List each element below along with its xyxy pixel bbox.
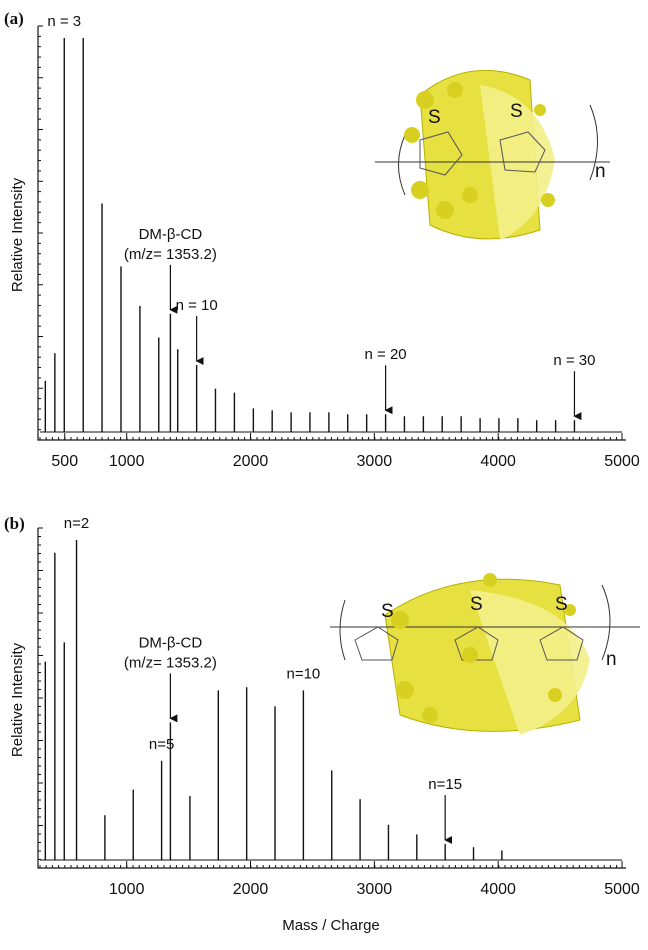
atom-label: S bbox=[428, 107, 441, 128]
axes bbox=[37, 26, 626, 441]
x-tick-label: 1000 bbox=[109, 881, 145, 898]
annotation: (m/z= 1353.2) bbox=[124, 246, 217, 263]
annotation: DM-β-CD bbox=[139, 226, 203, 243]
atom-label: S bbox=[470, 594, 483, 615]
structure-b: S S S n bbox=[330, 573, 640, 735]
repeat-label: n bbox=[595, 161, 606, 182]
x-tick-label: 1000 bbox=[109, 453, 145, 470]
atom-label: S bbox=[381, 601, 394, 622]
x-tick-label: 500 bbox=[51, 453, 78, 470]
annotation: n = 10 bbox=[176, 297, 218, 314]
atom-label: S bbox=[555, 594, 568, 615]
annotation: n = 30 bbox=[553, 352, 595, 369]
x-tick-label: 5000 bbox=[604, 453, 640, 470]
annotation: n=15 bbox=[428, 776, 462, 793]
x-tick-label: 2000 bbox=[233, 453, 269, 470]
panel-label: (b) bbox=[4, 514, 25, 533]
x-tick-label: 2000 bbox=[233, 881, 269, 898]
annotation: DM-β-CD bbox=[139, 634, 203, 651]
x-axis-label: Mass / Charge bbox=[282, 917, 380, 934]
panel-label: (a) bbox=[4, 9, 24, 28]
x-tick-label: 4000 bbox=[480, 881, 516, 898]
annotation: (m/z= 1353.2) bbox=[124, 654, 217, 671]
x-tick-label: 4000 bbox=[480, 453, 516, 470]
annotation: n=5 bbox=[149, 736, 174, 753]
y-axis-label: Relative Intensity bbox=[9, 642, 26, 757]
x-tick-label: 3000 bbox=[357, 453, 393, 470]
annotation: n=10 bbox=[286, 665, 320, 682]
x-tick-label: 3000 bbox=[357, 881, 393, 898]
annotation: n = 20 bbox=[365, 346, 407, 363]
y-axis-label: Relative Intensity bbox=[9, 177, 26, 292]
x-tick-label: 5000 bbox=[604, 881, 640, 898]
structure-a: S S n bbox=[375, 69, 610, 240]
annotation: n = 3 bbox=[47, 13, 81, 30]
repeat-label: n bbox=[606, 649, 617, 670]
annotation: n=2 bbox=[64, 515, 89, 532]
atom-label: S bbox=[510, 101, 523, 122]
